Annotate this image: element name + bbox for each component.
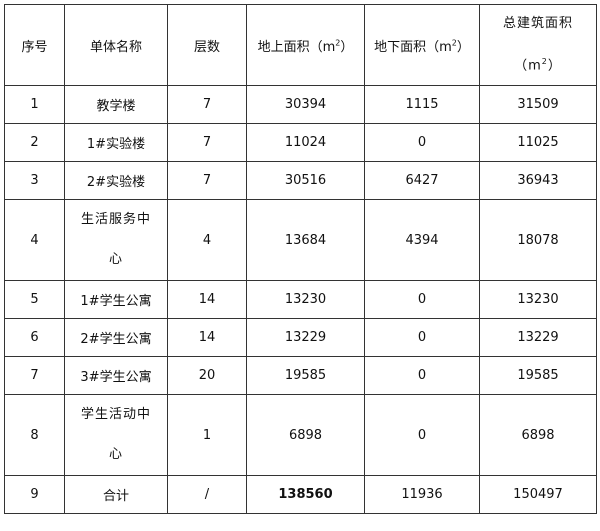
cell-below: 4394 (364, 199, 480, 282)
cell-name: 教学楼 (64, 85, 168, 125)
header-unit: m (439, 39, 452, 55)
cell-above: 138560 (246, 475, 365, 515)
header-exp: 2 (335, 38, 341, 48)
cell-above: 11024 (246, 123, 365, 163)
cell-floors: 7 (167, 161, 247, 201)
header-unit: m (528, 58, 542, 74)
cell-total: 11025 (479, 123, 597, 163)
building-area-table: 序号 单体名称 层数 地上面积（m2） 地下面积（m2） 总建筑面积 （m2） 1… (4, 3, 597, 515)
cell-above: 13230 (246, 280, 365, 320)
cell-total: 150497 (479, 475, 597, 515)
cell-below: 0 (364, 356, 480, 396)
cell-total: 19585 (479, 356, 597, 396)
table-row: 4 生活服务中心 4 13684 4394 18078 (4, 199, 597, 282)
cell-above: 13229 (246, 318, 365, 358)
cell-below: 0 (364, 394, 480, 477)
header-close: ） (547, 58, 562, 74)
cell-below: 1115 (364, 85, 480, 125)
table-row: 8 学生活动中心 1 6898 0 6898 (4, 394, 597, 477)
header-text: 地下面积（ (374, 39, 440, 55)
cell-no: 4 (4, 199, 65, 282)
cell-name: 合计 (64, 475, 168, 515)
cell-text: 学生活动中心 (80, 407, 151, 463)
header-unit: m (322, 39, 336, 55)
cell-floors: 14 (167, 318, 247, 358)
cell-below: 0 (364, 318, 480, 358)
cell-name: 学生活动中心 (64, 394, 168, 477)
table-row: 3 2#实验楼 7 30516 6427 36943 (4, 161, 597, 201)
header-total-area: 总建筑面积 （m2） (479, 3, 597, 87)
header-no: 序号 (4, 3, 65, 87)
header-text: 地上面积（ (257, 39, 323, 55)
header-open: （ (514, 58, 529, 74)
cell-total: 13229 (479, 318, 597, 358)
table-row: 7 3#学生公寓 20 19585 0 19585 (4, 356, 597, 396)
table-row: 2 1#实验楼 7 11024 0 11025 (4, 123, 597, 163)
cell-total: 18078 (479, 199, 597, 282)
cell-name: 2#实验楼 (64, 161, 168, 201)
header-row: 序号 单体名称 层数 地上面积（m2） 地下面积（m2） 总建筑面积 （m2） (4, 3, 597, 87)
cell-total: 31509 (479, 85, 597, 125)
header-name: 单体名称 (64, 3, 168, 87)
cell-no: 5 (4, 280, 65, 320)
table-row: 6 2#学生公寓 14 13229 0 13229 (4, 318, 597, 358)
cell-name: 3#学生公寓 (64, 356, 168, 396)
cell-total: 6898 (479, 394, 597, 477)
cell-name: 1#学生公寓 (64, 280, 168, 320)
cell-name: 1#实验楼 (64, 123, 168, 163)
cell-no: 1 (4, 85, 65, 125)
cell-above: 30516 (246, 161, 365, 201)
cell-floors: 14 (167, 280, 247, 320)
cell-floors: 1 (167, 394, 247, 477)
header-below-ground-area: 地下面积（m2） (364, 3, 480, 87)
header-above-ground-area: 地上面积（m2） (246, 3, 365, 87)
cell-total: 36943 (479, 161, 597, 201)
cell-text: 生活服务中心 (80, 212, 151, 268)
cell-name: 生活服务中心 (64, 199, 168, 282)
cell-below: 0 (364, 123, 480, 163)
cell-floors: 7 (167, 85, 247, 125)
cell-no: 9 (4, 475, 65, 515)
header-exp: 2 (451, 38, 457, 48)
cell-floors: 7 (167, 123, 247, 163)
cell-above: 19585 (246, 356, 365, 396)
header-close: ） (456, 39, 470, 55)
cell-no: 2 (4, 123, 65, 163)
header-close: ） (340, 39, 354, 55)
table-row: 5 1#学生公寓 14 13230 0 13230 (4, 280, 597, 320)
cell-above: 30394 (246, 85, 365, 125)
cell-above: 6898 (246, 394, 365, 477)
cell-no: 6 (4, 318, 65, 358)
cell-no: 7 (4, 356, 65, 396)
cell-floors: / (167, 475, 247, 515)
table-row: 9 合计/138560 11936 150497 (4, 475, 597, 515)
cell-below: 6427 (364, 161, 480, 201)
cell-total: 13230 (479, 280, 597, 320)
cell-floors: 20 (167, 356, 247, 396)
cell-above: 13684 (246, 199, 365, 282)
header-text: 总建筑面积 (502, 16, 573, 31)
cell-below: 11936 (364, 475, 480, 515)
cell-below: 0 (364, 280, 480, 320)
cell-name: 2#学生公寓 (64, 318, 168, 358)
cell-floors: 4 (167, 199, 247, 282)
header-floors: 层数 (167, 3, 247, 87)
table-row: 1 教学楼 7 30394 1115 31509 (4, 85, 597, 125)
cell-no: 8 (4, 394, 65, 477)
cell-no: 3 (4, 161, 65, 201)
header-exp: 2 (541, 57, 548, 66)
